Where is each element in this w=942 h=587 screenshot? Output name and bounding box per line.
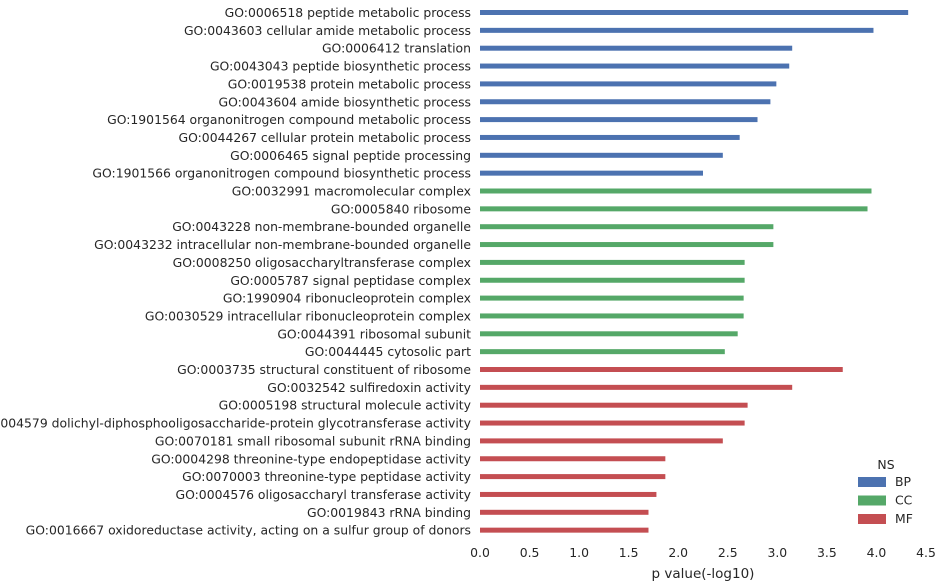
category-label: GO:0044267 cellular protein metabolic pr… xyxy=(179,130,472,145)
category-label: GO:0006465 signal peptide processing xyxy=(230,148,471,163)
bar-mf xyxy=(480,527,649,533)
legend-swatch-bp xyxy=(858,477,886,487)
bar-cc xyxy=(480,206,868,212)
bar-cc xyxy=(480,242,774,248)
bar-cc xyxy=(480,331,738,337)
bar-mf xyxy=(480,367,843,372)
category-label: GO:0004579 dolichyl-diphosphooligosaccha… xyxy=(0,416,471,431)
bar-bp xyxy=(480,10,909,15)
bar-cc xyxy=(480,313,744,319)
category-label: GO:1990904 ribonucleoprotein complex xyxy=(223,291,471,306)
category-label: GO:0030529 intracellular ribonucleoprote… xyxy=(145,308,471,323)
bar-bp xyxy=(480,117,758,123)
category-label: GO:0008250 oligosaccharyltransferase com… xyxy=(173,255,471,270)
category-label: GO:0005840 ribosome xyxy=(331,201,471,216)
bar-cc xyxy=(480,224,774,230)
category-label: GO:0006412 translation xyxy=(322,41,471,56)
legend: NS BP CC MF xyxy=(858,457,913,526)
bar-mf xyxy=(480,456,666,462)
x-tick-label: 2.0 xyxy=(668,545,688,560)
x-tick-label: 4.0 xyxy=(867,545,887,560)
category-label: GO:0032991 macromolecular complex xyxy=(232,184,471,199)
x-tick-label: 0.0 xyxy=(470,545,490,560)
category-label: GO:0070181 small ribosomal subunit rRNA … xyxy=(155,433,471,448)
category-label: GO:0043228 non-membrane-bounded organell… xyxy=(172,219,471,234)
x-tick-label: 0.5 xyxy=(520,545,540,560)
legend-label-cc: CC xyxy=(895,493,912,508)
category-label: GO:0043043 peptide biosynthetic process xyxy=(210,59,471,74)
bar-mf xyxy=(480,438,723,444)
bar-cc xyxy=(480,295,744,301)
bar-bp xyxy=(480,45,793,51)
category-label: GO:0043232 intracellular non-membrane-bo… xyxy=(94,237,471,252)
category-label: GO:0044391 ribosomal subunit xyxy=(277,326,471,341)
category-label: GO:0044445 cytosolic part xyxy=(305,344,471,359)
category-label: GO:0016667 oxidoreductase activity, acti… xyxy=(26,523,471,538)
category-label: GO:0004576 oligosaccharyl transferase ac… xyxy=(176,487,472,502)
bar-bp xyxy=(480,99,771,105)
category-label: GO:0006518 peptide metabolic process xyxy=(225,5,471,20)
bar-bp xyxy=(480,81,777,87)
x-tick-label: 1.0 xyxy=(569,545,589,560)
bar-mf xyxy=(480,420,745,426)
category-label: GO:0004298 threonine-type endopeptidase … xyxy=(151,451,471,466)
bar-mf xyxy=(480,402,748,408)
x-tick-label: 2.5 xyxy=(718,545,738,560)
x-tick-label: 3.5 xyxy=(817,545,837,560)
category-label: GO:0043604 amide biosynthetic process xyxy=(219,94,472,109)
category-label: GO:0019538 protein metabolic process xyxy=(228,76,471,91)
bar-bp xyxy=(480,134,740,140)
x-axis-ticks: 0.0 0.5 1.0 1.5 2.0 2.5 3.0 3.5 4.0 4.5 xyxy=(470,545,936,560)
category-label: GO:0032542 sulfiredoxin activity xyxy=(267,380,471,395)
legend-label-bp: BP xyxy=(895,474,912,489)
category-label: GO:1901566 organonitrogen compound biosy… xyxy=(92,166,471,181)
category-labels: GO:0006518 peptide metabolic process GO:0… xyxy=(0,5,471,538)
legend-label-mf: MF xyxy=(895,511,913,526)
bar-bp xyxy=(480,170,703,176)
legend-swatch-cc xyxy=(858,495,886,506)
category-label: GO:0005198 structural molecule activity xyxy=(219,398,471,413)
category-label: GO:0019843 rRNA binding xyxy=(307,505,471,520)
bars-layer xyxy=(480,10,909,533)
bar-mf xyxy=(480,491,657,497)
legend-swatch-mf xyxy=(858,514,886,524)
bar-cc xyxy=(480,349,725,355)
category-label: GO:1901564 organonitrogen compound metab… xyxy=(107,112,471,127)
bar-mf xyxy=(480,509,649,515)
bar-bp xyxy=(480,152,723,158)
x-axis-label: p value(-log10) xyxy=(652,566,755,582)
bar-cc xyxy=(480,277,745,283)
bar-mf xyxy=(480,474,666,480)
category-label: GO:0003735 structural constituent of rib… xyxy=(177,362,471,377)
x-tick-label: 3.0 xyxy=(767,545,787,560)
bar-cc xyxy=(480,259,745,265)
bar-cc xyxy=(480,188,872,194)
category-label: GO:0043603 cellular amide metabolic proc… xyxy=(184,23,471,38)
bar-bp xyxy=(480,63,790,69)
category-label: GO:0005787 signal peptidase complex xyxy=(230,273,471,288)
bar-mf xyxy=(480,384,793,390)
legend-title: NS xyxy=(877,457,894,472)
category-label: GO:0070003 threonine-type peptidase acti… xyxy=(182,469,471,484)
x-tick-label: 4.5 xyxy=(916,545,936,560)
legend-entries: BP CC MF xyxy=(858,474,913,526)
bar-bp xyxy=(480,27,874,33)
x-tick-label: 1.5 xyxy=(619,545,639,560)
